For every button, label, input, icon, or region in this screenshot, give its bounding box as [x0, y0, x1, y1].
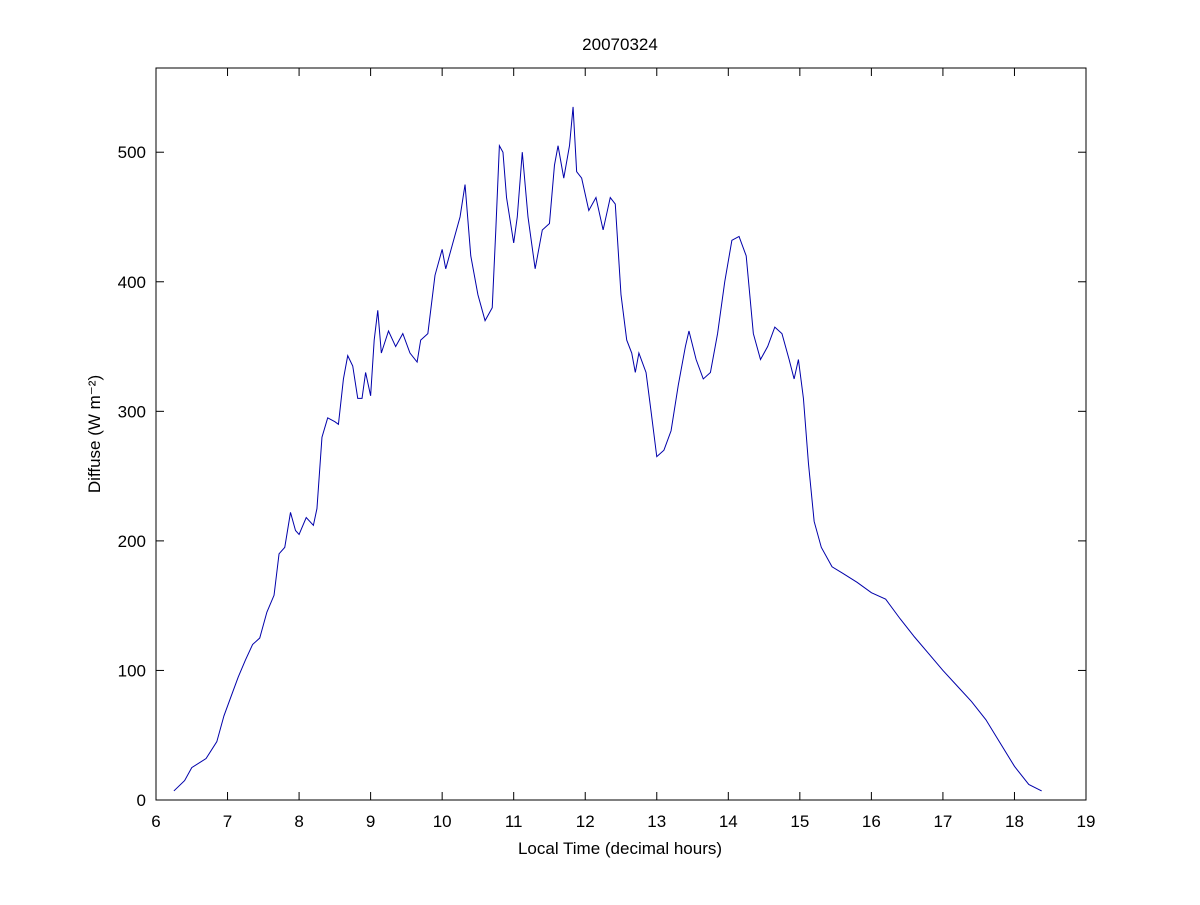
axes-box — [155, 67, 1087, 801]
x-tick-label: 6 — [151, 812, 160, 831]
x-tick-label: 13 — [647, 812, 666, 831]
y-tick-label: 300 — [118, 402, 146, 421]
x-tick-label: 15 — [790, 812, 809, 831]
x-axis-label: Local Time (decimal hours) — [518, 839, 722, 858]
x-tick-label: 12 — [576, 812, 595, 831]
x-tick-label: 9 — [366, 812, 375, 831]
chart-title: 20070324 — [582, 35, 658, 54]
x-tick-label: 8 — [294, 812, 303, 831]
x-tick-label: 19 — [1077, 812, 1096, 831]
x-tick-label: 18 — [1005, 812, 1024, 831]
y-tick-label: 0 — [137, 791, 146, 810]
y-axis-label: Diffuse (W m⁻²) — [85, 375, 104, 493]
x-tick-label: 14 — [719, 812, 738, 831]
x-tick-label: 16 — [862, 812, 881, 831]
x-tick-label: 17 — [933, 812, 952, 831]
y-tick-label: 500 — [118, 143, 146, 162]
x-tick-label: 10 — [433, 812, 452, 831]
y-tick-label: 200 — [118, 532, 146, 551]
x-tick-label: 7 — [223, 812, 232, 831]
x-tick-label: 11 — [505, 812, 523, 831]
y-tick-label: 400 — [118, 273, 146, 292]
data-line — [173, 106, 1042, 792]
y-tick-label: 100 — [118, 661, 146, 680]
